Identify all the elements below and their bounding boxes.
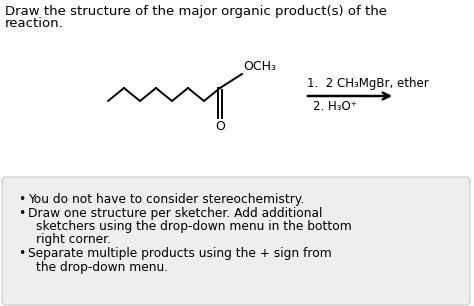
Text: Draw one structure per sketcher. Add additional: Draw one structure per sketcher. Add add… <box>28 207 322 219</box>
Text: Separate multiple products using the + sign from: Separate multiple products using the + s… <box>28 247 332 260</box>
Text: OCH₃: OCH₃ <box>243 60 276 73</box>
Text: reaction.: reaction. <box>5 17 64 30</box>
Text: •: • <box>18 207 25 219</box>
Text: sketchers using the drop-down menu in the bottom: sketchers using the drop-down menu in th… <box>36 220 352 233</box>
Text: the drop-down menu.: the drop-down menu. <box>36 260 168 274</box>
Text: 2. H₃O⁺: 2. H₃O⁺ <box>313 100 357 113</box>
Text: You do not have to consider stereochemistry.: You do not have to consider stereochemis… <box>28 193 304 206</box>
Text: O: O <box>215 120 225 133</box>
Text: •: • <box>18 193 25 206</box>
FancyBboxPatch shape <box>2 177 470 305</box>
Text: •: • <box>18 247 25 260</box>
Text: Draw the structure of the major organic product(s) of the: Draw the structure of the major organic … <box>5 5 387 18</box>
Text: 1.  2 CH₃MgBr, ether: 1. 2 CH₃MgBr, ether <box>307 77 429 90</box>
Text: right corner.: right corner. <box>36 233 111 247</box>
